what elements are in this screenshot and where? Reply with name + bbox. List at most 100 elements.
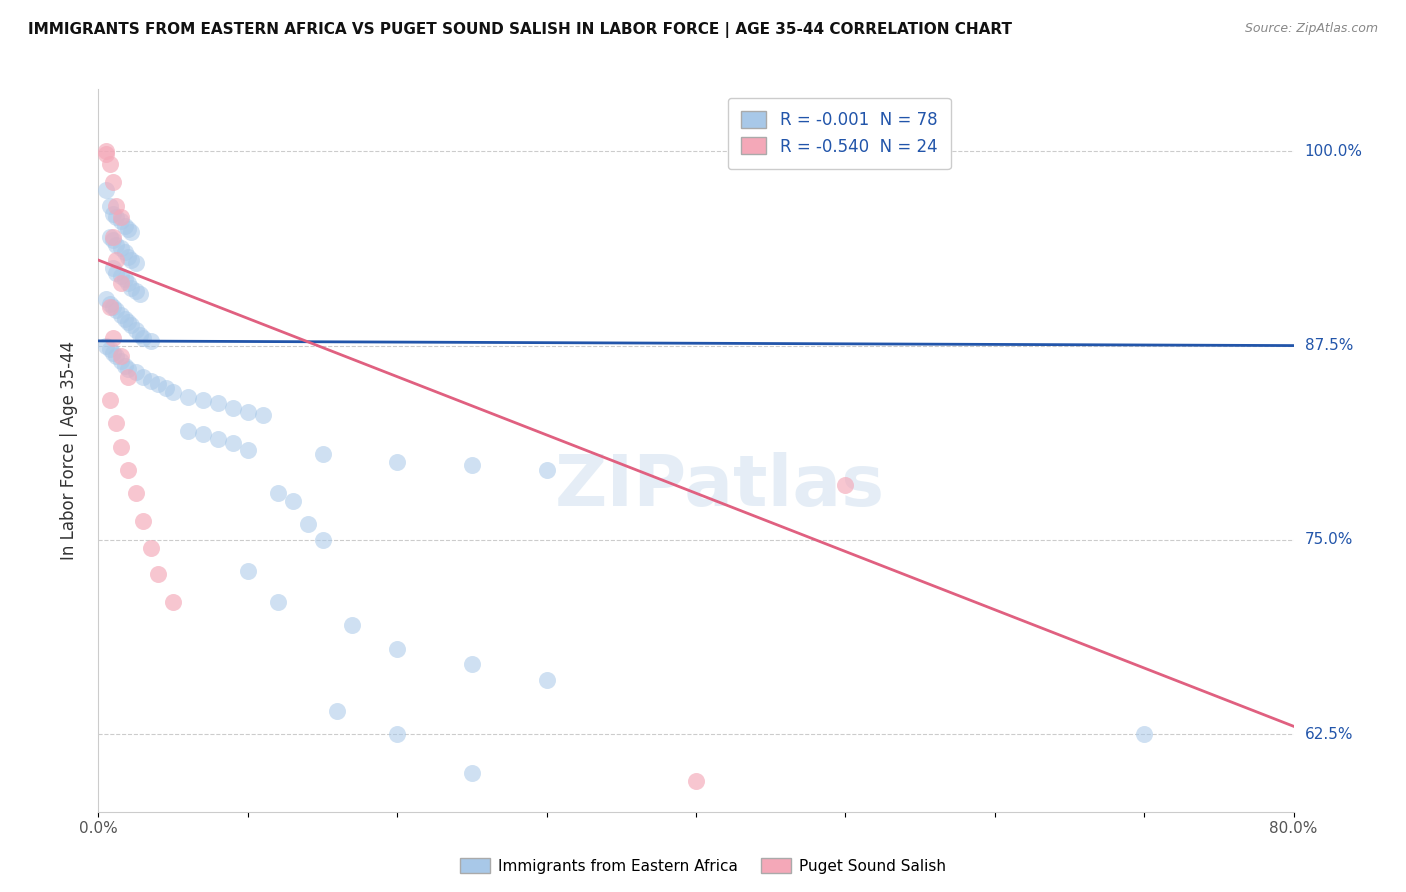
Point <box>120 281 142 295</box>
Point <box>98 296 122 310</box>
Point <box>132 514 155 528</box>
Text: 75.0%: 75.0% <box>1305 533 1353 548</box>
Point <box>148 377 170 392</box>
Point <box>103 346 125 360</box>
Point <box>103 300 125 314</box>
Legend: R = -0.001  N = 78, R = -0.540  N = 24: R = -0.001 N = 78, R = -0.540 N = 24 <box>728 97 950 169</box>
Legend: Immigrants from Eastern Africa, Puget Sound Salish: Immigrants from Eastern Africa, Puget So… <box>454 852 952 880</box>
Point <box>110 350 132 364</box>
Point <box>98 300 122 314</box>
Point <box>177 424 200 438</box>
Point <box>103 176 125 190</box>
Point <box>125 256 148 270</box>
Point <box>129 287 152 301</box>
Point <box>105 210 128 224</box>
Point <box>311 447 333 461</box>
Point <box>834 478 856 492</box>
Point <box>94 292 117 306</box>
Point <box>103 331 125 345</box>
Point <box>110 268 132 283</box>
Point <box>114 245 136 260</box>
Point <box>536 463 558 477</box>
Point <box>1133 727 1156 741</box>
Point <box>110 308 132 322</box>
Point <box>103 260 125 275</box>
Point <box>120 225 142 239</box>
Point <box>105 253 128 268</box>
Point <box>125 365 148 379</box>
Point <box>94 183 117 197</box>
Point <box>685 773 707 788</box>
Point <box>117 362 139 376</box>
Point <box>105 417 128 431</box>
Point <box>105 199 128 213</box>
Point <box>117 250 139 264</box>
Text: 100.0%: 100.0% <box>1305 144 1362 159</box>
Point <box>94 147 117 161</box>
Point <box>110 440 132 454</box>
Point <box>236 405 259 419</box>
Point <box>114 312 136 326</box>
Point <box>385 727 409 741</box>
Point <box>125 284 148 298</box>
Point <box>110 210 132 224</box>
Point <box>236 442 259 457</box>
Point <box>120 318 142 333</box>
Point <box>129 327 152 342</box>
Point <box>105 302 128 317</box>
Point <box>252 409 274 423</box>
Point <box>98 157 122 171</box>
Point <box>461 657 484 672</box>
Y-axis label: In Labor Force | Age 35-44: In Labor Force | Age 35-44 <box>59 341 77 560</box>
Point <box>281 494 304 508</box>
Point <box>98 392 122 407</box>
Point <box>207 432 229 446</box>
Text: IMMIGRANTS FROM EASTERN AFRICA VS PUGET SOUND SALISH IN LABOR FORCE | AGE 35-44 : IMMIGRANTS FROM EASTERN AFRICA VS PUGET … <box>28 22 1012 38</box>
Point <box>98 342 122 356</box>
Point <box>207 396 229 410</box>
Point <box>117 315 139 329</box>
Point <box>98 229 122 244</box>
Point <box>117 463 139 477</box>
Point <box>326 704 349 718</box>
Point <box>267 486 290 500</box>
Text: 87.5%: 87.5% <box>1305 338 1353 353</box>
Point <box>114 272 136 286</box>
Point <box>162 385 184 400</box>
Point <box>98 199 122 213</box>
Point <box>222 401 245 415</box>
Point <box>177 390 200 404</box>
Point <box>114 359 136 373</box>
Point <box>297 517 319 532</box>
Point <box>117 277 139 291</box>
Text: Source: ZipAtlas.com: Source: ZipAtlas.com <box>1244 22 1378 36</box>
Point <box>385 641 409 656</box>
Point <box>139 541 162 555</box>
Text: ZIPatlas: ZIPatlas <box>555 452 884 521</box>
Point <box>191 427 214 442</box>
Point <box>139 374 162 388</box>
Point <box>105 237 128 252</box>
Point <box>461 458 484 473</box>
Text: 62.5%: 62.5% <box>1305 726 1353 741</box>
Point <box>236 564 259 578</box>
Point <box>117 369 139 384</box>
Point <box>110 214 132 228</box>
Point <box>222 436 245 450</box>
Point <box>311 533 333 547</box>
Point <box>139 334 162 348</box>
Point <box>105 266 128 280</box>
Point <box>94 338 117 352</box>
Point <box>461 765 484 780</box>
Point <box>125 486 148 500</box>
Point <box>120 253 142 268</box>
Point <box>132 331 155 345</box>
Point <box>110 241 132 255</box>
Point <box>105 350 128 364</box>
Point <box>162 595 184 609</box>
Point <box>103 233 125 247</box>
Point <box>342 618 364 632</box>
Point <box>267 595 290 609</box>
Point <box>385 455 409 469</box>
Point <box>103 229 125 244</box>
